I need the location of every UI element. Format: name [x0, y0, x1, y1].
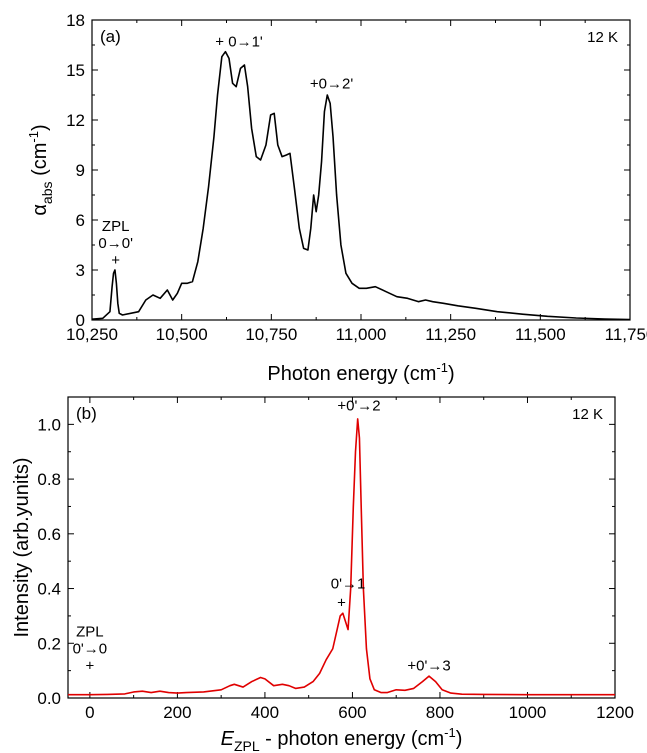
y-tick-label: 0.0 [37, 689, 61, 708]
x-axis-label-italic: E [221, 728, 235, 750]
x-tick-label: 1000 [509, 703, 547, 722]
x-tick-label: 11,000 [336, 325, 387, 344]
y-tick-label: 3 [76, 261, 85, 280]
annotation-label: +0→2' [310, 75, 353, 92]
y-tick-label: 15 [66, 61, 85, 80]
annotation-label: ZPL [76, 624, 104, 641]
y-tick-label: 0.2 [37, 634, 61, 653]
x-tick-label: 400 [251, 703, 279, 722]
x-axis-label: EZPL - photon energy (cm-1) [221, 725, 463, 753]
x-axis-label: Photon energy (cm-1) [267, 360, 454, 385]
x-tick-label: 11,250 [425, 325, 476, 344]
x-tick-label: 1200 [596, 703, 634, 722]
panel-b: 0 200 400 600 800 1000 1200 0.0 0.2 0.4 0.6 0.8 1.0 (… [11, 396, 634, 753]
annotation-label: 0→0' [98, 235, 133, 252]
temperature-label: 12 K [572, 406, 603, 423]
annotation-label: + [337, 595, 346, 612]
y-tick-label: 0.6 [37, 525, 61, 544]
y-tick-label: 18 [66, 11, 85, 30]
y-axis-label: Intensity (arb.yunits) [11, 457, 33, 637]
x-tick-label: 11,750 [605, 325, 647, 344]
y-tick-label: 12 [66, 111, 85, 130]
y-axis-label-main: α [29, 204, 51, 216]
panel-a: 10,250 10,500 10,750 11,000 11,250 11,500 11,7… [26, 11, 647, 385]
x-axis-label-sup: -1 [436, 360, 448, 375]
plot-frame [91, 19, 631, 321]
temperature-label: 12 K [587, 29, 618, 46]
series-line [92, 50, 630, 320]
annotation-label: + [111, 252, 120, 269]
panel-label: (b) [76, 404, 97, 423]
series-line [68, 418, 615, 696]
x-axis-label-main: - photon energy (cm [260, 728, 445, 750]
x-axis-label-end: ) [456, 728, 463, 750]
panel-label: (a) [100, 27, 121, 46]
y-tick-label: 0.4 [37, 580, 61, 599]
y-tick-label: 9 [76, 161, 85, 180]
y-tick-label: 0.8 [37, 470, 61, 489]
x-axis-label-sub: ZPL [234, 738, 260, 753]
x-tick-label: 800 [426, 703, 454, 722]
x-tick-label: 10,500 [156, 325, 208, 344]
y-axis-label: αabs (cm-1) [26, 124, 55, 215]
annotation-label: 0'→1 [331, 576, 366, 593]
annotation-label: +0'→2 [337, 398, 380, 415]
y-axis-label-end: ) [29, 124, 51, 131]
annotation-label: + 0→1' [215, 34, 263, 51]
x-tick-label: 10,250 [66, 325, 118, 344]
annotation-label: ZPL [102, 218, 130, 235]
x-tick-label: 200 [163, 703, 191, 722]
y-axis-label-rest: (cm [29, 143, 51, 182]
x-tick-label: 0 [85, 703, 94, 722]
x-tick-label: 600 [338, 703, 366, 722]
annotation-label: +0'→3 [407, 658, 450, 675]
y-axis-label-sub: abs [39, 181, 55, 204]
y-tick-label: 0 [76, 311, 85, 330]
annotation-label: 0'→0 [73, 641, 108, 658]
y-axis-label-sup: -1 [26, 131, 41, 143]
y-tick-label: 6 [76, 211, 85, 230]
x-tick-label: 10,750 [245, 325, 297, 344]
x-axis-label-end: ) [448, 363, 455, 385]
x-axis-label-sup: -1 [444, 725, 456, 740]
x-axis-label-main: Photon energy (cm [267, 363, 436, 385]
plot-frame [67, 396, 616, 699]
y-tick-label: 1.0 [37, 415, 61, 434]
annotation-label: + [85, 658, 94, 675]
x-tick-label: 11,500 [515, 325, 566, 344]
